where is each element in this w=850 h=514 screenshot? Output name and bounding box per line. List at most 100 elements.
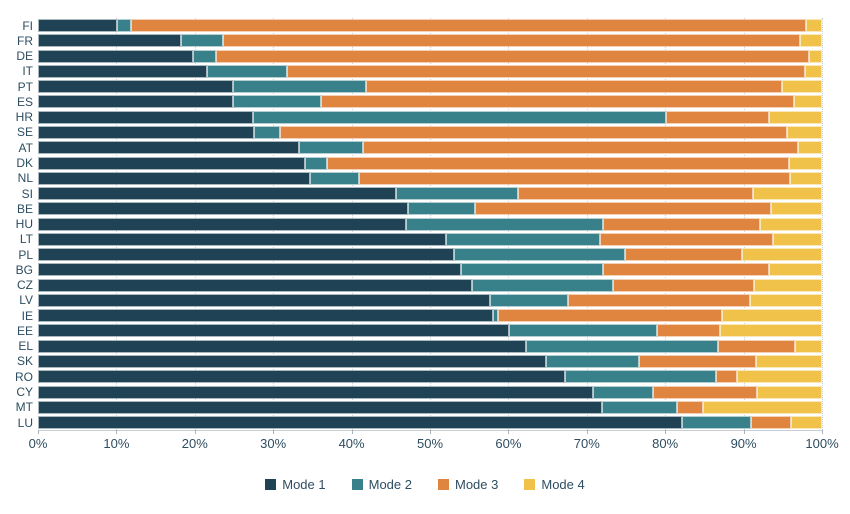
segment-dk-mode-4 (789, 156, 822, 170)
segment-nl-mode-1 (38, 171, 311, 185)
y-axis-label-ie: IE (21, 308, 33, 323)
bar-si (38, 187, 822, 201)
segment-lu-mode-3 (751, 416, 791, 430)
segment-mt-mode-2 (602, 400, 677, 414)
x-tick-20 (194, 430, 196, 434)
segment-mt-mode-1 (38, 400, 603, 414)
bar-row-pl (38, 247, 822, 262)
segment-fi-mode-2 (117, 19, 132, 33)
y-axis-label-be: BE (16, 201, 33, 216)
segment-mt-mode-3 (676, 400, 703, 414)
bar-row-lt (38, 232, 822, 247)
bar-at (38, 141, 822, 155)
x-tick-50 (430, 430, 431, 434)
y-axis-label-dk: DK (16, 156, 33, 171)
x-axis: 0% 10% 20% 30% 40% 50% 60% 70% 80% 90% 100% (29, 430, 839, 458)
segment-ee-mode-2 (509, 324, 658, 338)
segment-pt-mode-1 (38, 80, 234, 94)
bar-row-bg (38, 262, 822, 277)
segment-it-mode-1 (38, 64, 208, 78)
bar-row-mt (38, 400, 822, 415)
bar-row-cz (38, 278, 822, 293)
segment-it-mode-3 (286, 64, 805, 78)
segment-cy-mode-2 (593, 385, 654, 399)
y-axis-label-sk: SK (16, 354, 33, 369)
segment-lv-mode-4 (749, 293, 822, 307)
segment-bg-mode-1 (38, 263, 462, 277)
bar-row-hu (38, 216, 822, 231)
segment-ro-mode-2 (564, 370, 717, 384)
segment-bg-mode-2 (461, 263, 604, 277)
bar-es (38, 95, 822, 109)
bar-row-el (38, 339, 822, 354)
x-tick-label-80: 80% (652, 436, 679, 451)
y-axis-label-nl: NL (17, 171, 33, 186)
bar-row-be (38, 201, 822, 216)
segment-pl-mode-4 (742, 248, 822, 262)
segment-lv-mode-2 (490, 293, 568, 307)
bar-ie (38, 309, 822, 323)
y-axis-label-fr: FR (17, 33, 33, 48)
segment-si-mode-2 (396, 187, 518, 201)
segment-at-mode-2 (299, 141, 364, 155)
segment-pl-mode-1 (38, 248, 455, 262)
y-axis-label-mt: MT (15, 400, 33, 415)
x-tick-label-10: 10% (103, 436, 130, 451)
y-axis-label-fi: FI (22, 18, 33, 33)
segment-fr-mode-3 (223, 34, 801, 48)
bar-hr (38, 110, 822, 124)
bar-row-ie (38, 308, 822, 323)
legend: Mode 1 Mode 2 Mode 3 Mode 4 (0, 477, 850, 492)
segment-hu-mode-3 (603, 217, 761, 231)
segment-cz-mode-1 (38, 278, 473, 292)
segment-sk-mode-1 (38, 354, 547, 368)
segment-lu-mode-1 (38, 416, 683, 430)
bar-ee (38, 324, 822, 338)
segment-cz-mode-4 (753, 278, 822, 292)
x-tick-30 (273, 430, 275, 434)
bar-row-hr (38, 110, 822, 125)
y-axis-label-pl: PL (18, 247, 33, 262)
x-tick-60 (508, 430, 510, 434)
segment-el-mode-3 (717, 339, 796, 353)
bar-row-de (38, 49, 822, 64)
x-tick-90 (743, 430, 745, 434)
x-tick-10 (116, 430, 118, 434)
segment-fr-mode-2 (180, 34, 224, 48)
segment-lu-mode-4 (790, 416, 822, 430)
segment-si-mode-3 (517, 187, 753, 201)
bar-mt (38, 400, 822, 414)
gridline-100 (822, 18, 823, 430)
segment-el-mode-2 (525, 339, 718, 353)
segment-el-mode-4 (795, 339, 822, 353)
x-tick-label-20: 20% (181, 436, 208, 451)
segment-pt-mode-2 (233, 80, 367, 94)
segment-ro-mode-1 (38, 370, 565, 384)
y-axis-label-hr: HR (15, 110, 33, 125)
segment-cy-mode-3 (653, 385, 757, 399)
segment-de-mode-1 (38, 49, 194, 63)
segment-es-mode-4 (793, 95, 822, 109)
segment-nl-mode-3 (358, 171, 790, 185)
segment-ie-mode-3 (498, 309, 722, 323)
segment-lt-mode-3 (600, 232, 773, 246)
segment-it-mode-2 (207, 64, 287, 78)
segment-nl-mode-2 (310, 171, 359, 185)
segment-pt-mode-4 (781, 80, 822, 94)
segment-de-mode-2 (193, 49, 216, 63)
x-tick-label-30: 30% (260, 436, 287, 451)
x-tick-70 (586, 430, 588, 434)
y-axis-label-ro: RO (15, 369, 33, 384)
legend-label-mode-2: Mode 2 (368, 477, 412, 492)
bar-row-fi (38, 18, 822, 33)
x-tick-80 (665, 430, 667, 434)
bar-ro (38, 370, 822, 384)
segment-dk-mode-1 (38, 156, 306, 170)
legend-swatch-mode-1 (265, 479, 277, 490)
y-axis-label-es: ES (16, 94, 33, 109)
segment-si-mode-1 (38, 187, 397, 201)
segment-at-mode-4 (797, 141, 822, 155)
y-axis-label-lt: LT (19, 232, 33, 247)
segment-se-mode-1 (38, 125, 254, 139)
